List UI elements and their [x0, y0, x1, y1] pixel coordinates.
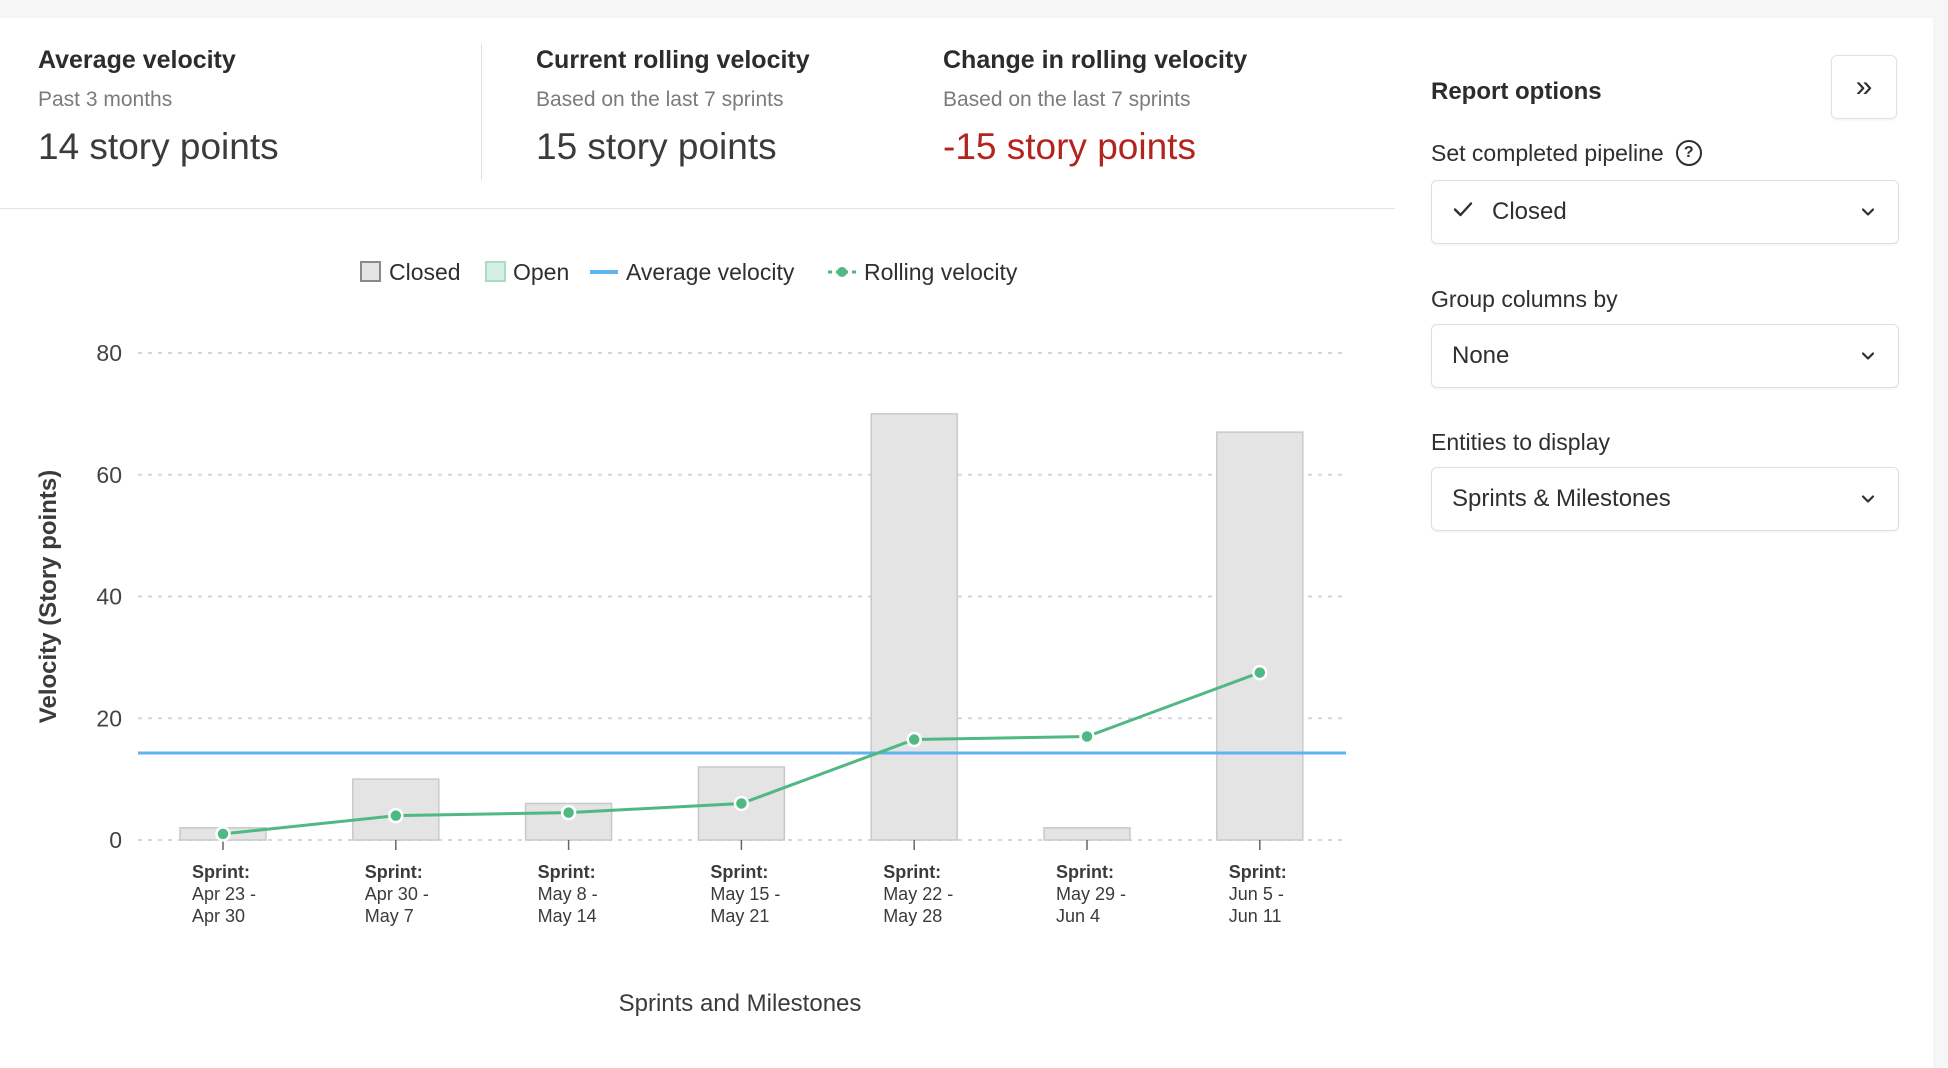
entities-label: Entities to display [1431, 429, 1610, 455]
rolling-velocity-point [560, 804, 577, 821]
check-icon [1453, 202, 1473, 217]
rolling-velocity-point [733, 795, 750, 812]
collapse-panel-button[interactable]: » [1831, 55, 1897, 119]
legend-average-label: Average velocity [626, 259, 795, 285]
stat-current-rolling-velocity: Current rolling velocity Based on the la… [536, 46, 810, 168]
x-tick-label: Sprint: [538, 862, 596, 882]
entities-value: Sprints & Milestones [1452, 485, 1671, 512]
stat-title: Current rolling velocity [536, 46, 810, 74]
y-tick-label: 60 [96, 462, 122, 488]
stat-value: 15 story points [536, 126, 777, 167]
y-axis-title: Velocity (Story points) [35, 470, 62, 723]
rolling-velocity-point [906, 731, 922, 748]
legend-open-swatch [485, 261, 506, 282]
x-tick-label: Sprint: [710, 862, 768, 882]
main-panel: Average velocity Past 3 months 14 story … [0, 18, 1395, 1068]
pipeline-label: Set completed pipeline [1431, 140, 1664, 166]
legend-open-label: Open [513, 259, 569, 285]
completed-pipeline-select[interactable]: Closed [1431, 180, 1899, 244]
group-columns-value: None [1452, 342, 1510, 369]
report-options-panel: Report options » Set completed pipeline?… [1395, 18, 1933, 1068]
completed-pipeline-value: Closed [1492, 198, 1567, 225]
x-tick-label: Jun 5 - [1229, 884, 1284, 904]
x-tick-label: May 15 - [710, 884, 780, 904]
x-tick-label: Sprint: [1056, 862, 1114, 882]
legend-rolling-marker [837, 267, 847, 277]
x-axis-title: Sprints and Milestones [619, 990, 862, 1017]
x-tick-label: Jun 4 [1056, 906, 1100, 926]
x-tick-label: May 22 - [883, 884, 953, 904]
stat-title: Average velocity [38, 46, 236, 74]
report-options-title: Report options [1431, 78, 1602, 105]
rolling-velocity-point [1079, 728, 1095, 745]
help-icon[interactable]: ? [1675, 139, 1702, 166]
x-tick-label: Sprint: [1229, 862, 1287, 882]
x-tick-label: May 29 - [1056, 884, 1126, 904]
stat-change-rolling-velocity: Change in rolling velocity Based on the … [943, 46, 1247, 168]
x-tick-label: Jun 11 [1229, 906, 1282, 926]
stats-header: Average velocity Past 3 months 14 story … [0, 18, 1395, 209]
group-columns-label: Group columns by [1431, 286, 1618, 312]
x-tick-label: Apr 30 - [365, 884, 429, 904]
x-tick-label: Sprint: [883, 862, 941, 882]
bar-closed [1043, 827, 1131, 841]
x-tick-label: May 28 [883, 906, 942, 926]
rolling-velocity-point [215, 826, 231, 842]
legend-closed-swatch [360, 261, 381, 282]
y-tick-label: 20 [96, 705, 122, 731]
x-tick-label: May 14 [538, 906, 597, 926]
stat-subtitle: Past 3 months [38, 88, 173, 111]
x-tick-label: May 8 - [538, 884, 598, 904]
y-tick-label: 80 [96, 340, 122, 366]
bar-closed [1216, 431, 1304, 841]
stat-value: -15 story points [943, 126, 1196, 167]
x-tick-label: May 21 [710, 906, 769, 926]
rolling-velocity-point [388, 807, 404, 824]
stat-value: 14 story points [38, 126, 279, 167]
rolling-velocity-point [1252, 664, 1268, 681]
pipeline-label-row: Set completed pipeline? [1431, 139, 1702, 168]
stat-subtitle: Based on the last 7 sprints [943, 88, 1191, 111]
entities-select[interactable]: Sprints & Milestones [1431, 467, 1899, 531]
double-chevron-right-icon: » [1855, 70, 1873, 103]
stat-subtitle: Based on the last 7 sprints [536, 88, 784, 111]
x-tick-label: Sprint: [365, 862, 423, 882]
chevron-down-icon [1861, 495, 1875, 503]
bar-closed [870, 413, 958, 841]
stat-average-velocity: Average velocity Past 3 months 14 story … [38, 46, 279, 168]
x-tick-label: May 7 [365, 906, 414, 926]
x-tick-label: Apr 30 [192, 906, 245, 926]
chevron-down-icon [1861, 352, 1875, 360]
chevron-down-icon [1861, 208, 1875, 216]
stat-divider [481, 44, 482, 180]
y-tick-label: 0 [109, 827, 122, 853]
legend-rolling-label: Rolling velocity [864, 259, 1018, 285]
x-tick-label: Apr 23 - [192, 884, 256, 904]
group-columns-select[interactable]: None [1431, 324, 1899, 388]
legend-closed-label: Closed [389, 259, 461, 285]
x-tick-label: Sprint: [192, 862, 250, 882]
stat-title: Change in rolling velocity [943, 46, 1248, 74]
y-tick-label: 40 [96, 584, 122, 610]
